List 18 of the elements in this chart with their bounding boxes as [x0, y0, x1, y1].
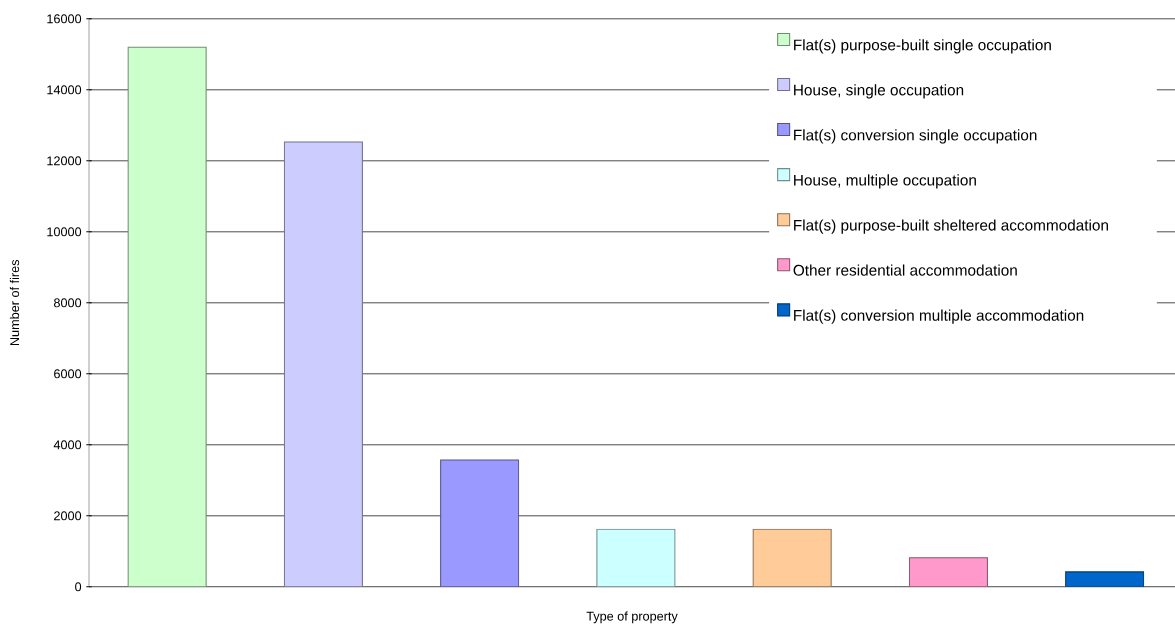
legend-label: Other residential accommodation: [793, 264, 1017, 276]
y-tick-label: 6000: [54, 369, 82, 379]
y-tick-label: 2000: [54, 511, 82, 521]
legend-label: House, single occupation: [794, 84, 964, 99]
y-tick-label: 4000: [53, 440, 82, 450]
legend-label: Flat(s) conversion multiple accommodation: [794, 309, 1084, 324]
y-tick-label: 8000: [53, 298, 82, 308]
legend-label: Flat(s) purpose-built single occupation: [794, 39, 1051, 54]
y-axis-title: Number of fires: [9, 259, 20, 346]
y-tick-label: 12000: [47, 156, 82, 166]
y-tick-label: 14000: [47, 85, 82, 95]
y-tick-label: 16000: [47, 14, 82, 24]
legend-label: Flat(s) conversion single occupation: [794, 129, 1037, 144]
x-axis-title: Type of property: [586, 611, 678, 624]
y-tick-label: 10000: [47, 227, 82, 237]
legend-label: Flat(s) purpose-built sheltered accommodation: [794, 219, 1108, 234]
legend-label: House, multiple occupation: [794, 174, 976, 189]
y-tick-label: 0: [75, 582, 82, 592]
